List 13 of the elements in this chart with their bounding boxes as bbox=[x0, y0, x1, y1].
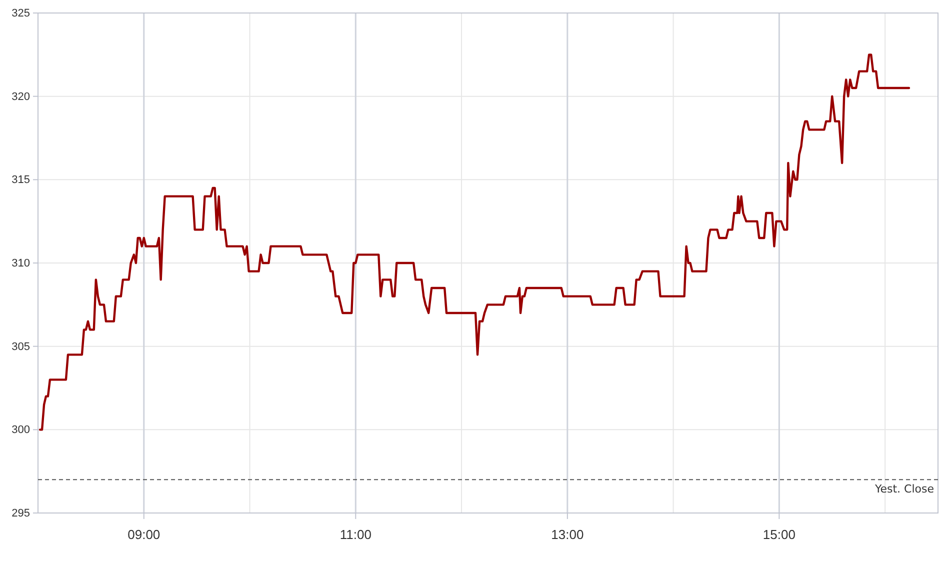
y-tick-label: 310 bbox=[12, 258, 30, 270]
ref-line-label: Yest. Close bbox=[874, 482, 934, 496]
y-tick-label: 320 bbox=[12, 90, 30, 103]
y-tick-label: 295 bbox=[12, 508, 30, 520]
y-tick-label: 325 bbox=[12, 8, 30, 20]
x-tick-label: 13:00 bbox=[551, 526, 584, 542]
y-tick-label: 300 bbox=[12, 424, 30, 436]
line-series bbox=[38, 54, 910, 431]
x-tick-label: 15:00 bbox=[762, 526, 796, 542]
x-tick-label: 09:00 bbox=[128, 526, 160, 542]
y-tick-label: 305 bbox=[12, 340, 30, 353]
x-tick-label: 11:00 bbox=[340, 526, 372, 542]
y-tick-label: 315 bbox=[12, 174, 30, 186]
